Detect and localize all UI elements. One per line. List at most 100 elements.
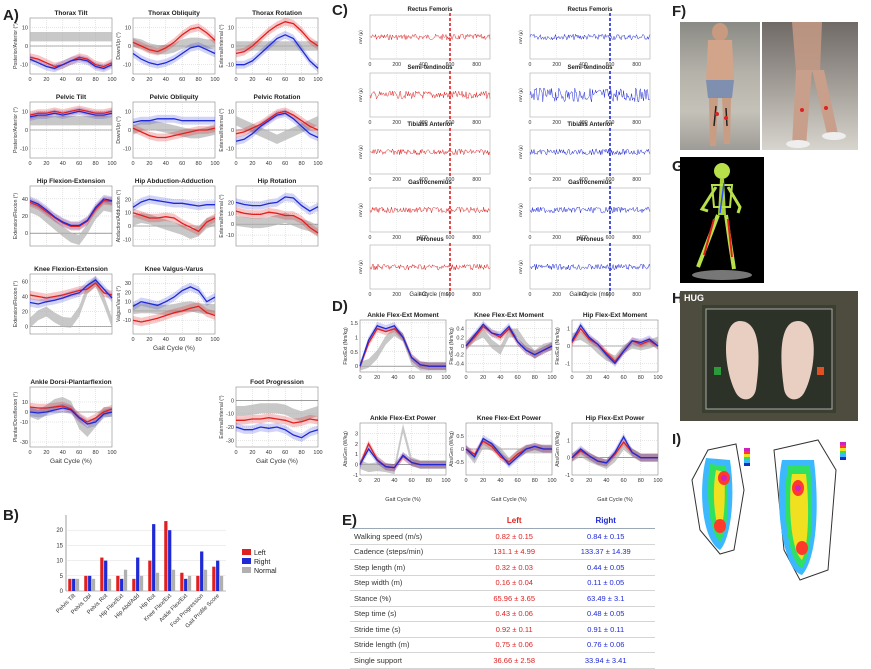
bar-right	[72, 578, 76, 591]
x-tick-label: 0	[529, 62, 532, 68]
y-axis-label: Flex/Ext (Nm/kg)	[449, 327, 455, 365]
x-tick-label: 200	[392, 292, 401, 298]
normal-band	[572, 331, 658, 365]
muscle-title: Tibialis Anterior	[407, 122, 453, 128]
emg-signal	[369, 206, 491, 214]
left-series-line	[235, 21, 319, 55]
y-tick-label: 0.2	[456, 335, 464, 341]
bar-normal	[203, 569, 208, 591]
y-tick-label: 10	[125, 300, 131, 306]
x-axis-label: Gait Cycle (%)	[256, 458, 298, 465]
y-tick-label: 3	[355, 431, 358, 437]
x-tick-label: 600	[446, 120, 455, 126]
y-tick-label: 0	[128, 224, 131, 230]
x-tick-label: 200	[552, 235, 561, 241]
x-tick-label: 20	[374, 478, 380, 484]
y-tick-label: 0	[567, 456, 570, 462]
x-tick-label: 60	[282, 77, 288, 83]
x-tick-label: 60	[621, 478, 627, 484]
y-tick-label: 10	[125, 211, 131, 217]
emg-signal	[369, 263, 491, 271]
y-tick-label: 20	[125, 290, 131, 296]
row-label: Stance (%)	[350, 590, 472, 607]
y-axis-label: Extension/Flexion (°)	[13, 193, 19, 240]
subplot-title: Knee Flex-Ext Moment	[474, 312, 545, 319]
right-series-line	[235, 112, 319, 142]
x-tick-label: 60	[76, 161, 82, 167]
bar-right	[184, 578, 188, 591]
x-tick-label: 20	[249, 450, 255, 456]
bar-normal	[155, 572, 160, 591]
emg-signal	[369, 148, 491, 156]
bar-left	[68, 578, 72, 591]
left-band	[360, 325, 446, 370]
y-tick-label: 0	[128, 309, 131, 315]
x-tick-label: 60	[76, 77, 82, 83]
subplot-title: Thorax Tilt	[54, 10, 88, 17]
right-value: 63.49 ± 3.1	[556, 590, 655, 607]
x-tick-label: 40	[163, 161, 169, 167]
right-series-line	[132, 198, 215, 208]
table-row: Walking speed (m/s) 0.82 ± 0.15 0.84 ± 0.1…	[350, 528, 655, 545]
y-axis-label: Posterior/Anterior (°)	[13, 23, 19, 69]
pressure-map-figure	[691, 439, 846, 581]
y-tick-label: 0	[231, 398, 234, 404]
panel-label-a: A)	[3, 7, 19, 24]
subject-back-figure	[706, 23, 734, 146]
right-series-line	[29, 407, 113, 425]
x-axis-label: Gait Cycle (%)	[385, 497, 421, 503]
bar-normal	[91, 578, 96, 591]
right-series-line	[236, 34, 319, 69]
x-tick-label: 20	[146, 161, 152, 167]
x-tick-label: 100	[313, 77, 322, 83]
x-tick-label: 20	[249, 161, 255, 167]
x-tick-label: 60	[179, 337, 185, 343]
y-tick-label: -20	[226, 425, 234, 431]
row-label: Stride length (m)	[350, 637, 472, 653]
y-axis-label: External/Internal (°)	[219, 108, 225, 151]
bar-left	[212, 566, 216, 591]
x-tick-label: 60	[282, 161, 288, 167]
x-tick-label: 600	[446, 235, 455, 241]
bar-left	[84, 575, 88, 591]
x-tick-label: 0	[358, 478, 361, 484]
x-tick-label: 100	[441, 478, 450, 484]
y-tick-label: 1.5	[350, 321, 358, 327]
x-tick-label: 0	[529, 235, 532, 241]
x-tick-label: 0	[570, 375, 573, 381]
y-tick-label: 1	[355, 452, 358, 458]
muscle-title: Gastrocnemius	[408, 180, 452, 186]
x-tick-label: 0	[234, 161, 237, 167]
y-tick-label: 40	[22, 295, 28, 301]
x-tick-label: 20	[480, 478, 486, 484]
y-tick-label: 20	[22, 214, 28, 220]
left-series-line	[29, 108, 113, 116]
x-tick-label: 100	[547, 478, 556, 484]
left-series-line	[132, 26, 216, 53]
x-tick-label: 0	[131, 161, 134, 167]
x-tick-label: 100	[210, 161, 219, 167]
y-axis-label: mV (μ)	[518, 260, 523, 274]
right-series-line	[235, 426, 319, 439]
x-axis-label: Gait Cycle (%)	[153, 345, 195, 352]
y-tick-label: 20	[56, 528, 63, 534]
normal-band	[133, 213, 215, 239]
y-tick-label: -10	[123, 237, 131, 243]
right-value: 33.94 ± 3.41	[556, 652, 655, 669]
bar-right	[88, 575, 92, 591]
y-axis-label: mV (μ)	[358, 145, 363, 159]
bar-normal	[123, 569, 128, 591]
x-tick-label: 40	[60, 450, 66, 456]
x-tick-label: 0	[369, 62, 372, 68]
y-tick-label: 0	[231, 44, 234, 50]
x-tick-label: 20	[43, 161, 49, 167]
bar-left	[116, 575, 120, 591]
normal-band	[30, 276, 112, 328]
subplot-title: Ankle Flex-Ext Moment	[367, 312, 439, 319]
y-tick-label: 0	[231, 222, 234, 228]
x-tick-label: 20	[43, 450, 49, 456]
x-tick-label: 60	[179, 77, 185, 83]
x-axis-label: Gait Cycle (ms)	[409, 292, 450, 298]
x-tick-label: 40	[266, 161, 272, 167]
